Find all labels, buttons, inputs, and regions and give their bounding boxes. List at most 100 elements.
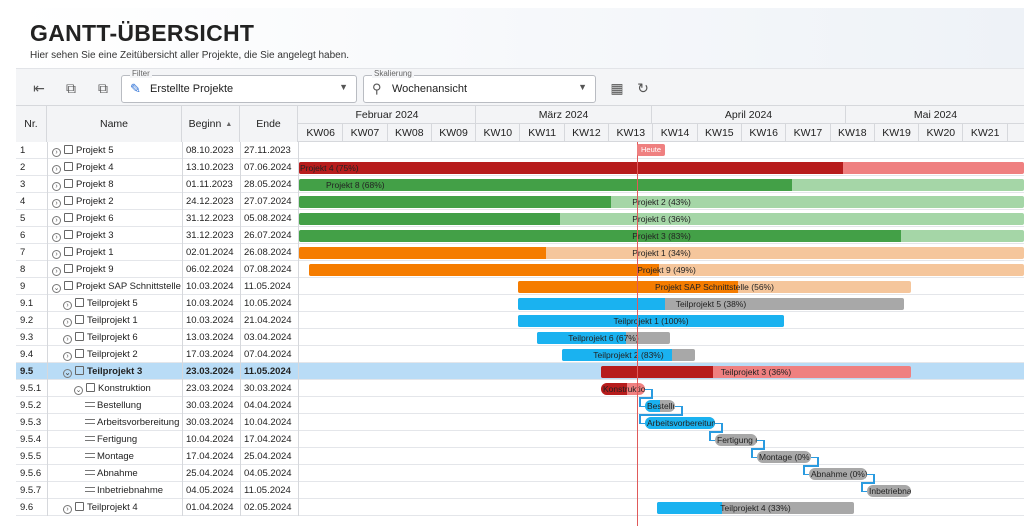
table-row[interactable]: 9.5.3 Arbeitsvorbereitung 30.03.2024 10.04.… [16,414,1024,431]
row-name[interactable]: › Teilprojekt 5 [63,295,182,312]
row-name[interactable]: › Teilprojekt 2 [63,346,182,363]
table-row[interactable]: 9 ⌄ Projekt SAP Schnittstelle 10.03.2024 11.… [16,278,1024,295]
expand-toggle-icon[interactable]: › [52,165,61,174]
gantt-bar[interactable]: Projekt 1 (34%) [299,246,1024,259]
scale-select[interactable]: Skalierung ⚲ Wochenansicht ▼ [363,69,596,103]
gantt-bar[interactable]: Projekt 8 (68%) [299,178,1024,191]
gantt-bar[interactable]: Teilprojekt 4 (33%) [657,501,854,514]
expand-toggle-icon[interactable]: ⌄ [74,386,83,395]
row-name[interactable]: › Projekt 3 [52,227,182,244]
row-name[interactable]: › Teilprojekt 1 [63,312,182,329]
table-row[interactable]: 9.4 › Teilprojekt 2 17.03.2024 07.04.2024 [16,346,1024,363]
row-name[interactable]: Inbetriebnahme [85,482,182,499]
expand-toggle-icon[interactable]: ⌄ [63,369,72,378]
table-row[interactable]: 9.5.5 Montage 17.04.2024 25.04.2024 [16,448,1024,465]
column-header-end[interactable]: Ende [240,106,298,142]
gantt-bar[interactable]: Projekt 2 (43%) [299,195,1024,208]
gantt-bar[interactable]: Teilprojekt 1 (100%) [518,314,784,327]
cube-icon [64,145,73,154]
filter-select[interactable]: Filter ✎ Erstellte Projekte ▼ [121,69,357,103]
dependency-link [873,473,875,483]
expand-toggle-icon[interactable]: › [63,335,72,344]
gantt-bar[interactable]: Arbeitsvorbereitung [645,416,715,429]
row-name[interactable]: › Projekt 1 [52,244,182,261]
table-row[interactable]: 1 › Projekt 5 08.10.2023 27.11.2023 [16,142,1024,159]
expand-toggle-icon[interactable]: › [52,216,61,225]
gantt-bar-label: Fertigung (0%) [717,434,757,445]
gantt-bar[interactable]: Teilprojekt 2 (83%) [562,348,695,361]
gantt-bar[interactable]: Teilprojekt 6 (67%) [537,331,670,344]
gantt-bar[interactable]: Inbetriebnahme [867,484,911,497]
gantt-bar[interactable]: Abnahme (0%) [809,467,867,480]
gantt-bar[interactable]: Projekt 9 (49%) [309,263,1024,276]
row-name[interactable]: Bestellung [85,397,182,414]
row-name[interactable]: Fertigung [85,431,182,448]
table-row[interactable]: 9.5.1 ⌄ Konstruktion 23.03.2024 30.03.2024 [16,380,1024,397]
row-name[interactable]: › Projekt 8 [52,176,182,193]
table-row[interactable]: 8 › Projekt 9 06.02.2024 07.08.2024 [16,261,1024,278]
row-name[interactable]: › Projekt 4 [52,159,182,176]
table-row[interactable]: 2 › Projekt 4 13.10.2023 07.06.2024 [16,159,1024,176]
gantt-bar[interactable]: Fertigung (0%) [715,433,757,446]
collapse-all-icon[interactable]: ⧉ [98,79,108,96]
table-row[interactable]: 5 › Projekt 6 31.12.2023 05.08.2024 [16,210,1024,227]
expand-toggle-icon[interactable]: › [52,250,61,259]
row-name[interactable]: › Projekt 9 [52,261,182,278]
row-name[interactable]: › Projekt 6 [52,210,182,227]
expand-toggle-icon[interactable]: › [63,352,72,361]
row-name[interactable]: ⌄ Konstruktion [74,380,182,397]
gantt-bar-label: Montage (0%) [759,451,811,462]
refresh-icon[interactable]: ↻ [637,79,649,96]
expand-toggle-icon[interactable]: › [52,233,61,242]
gantt-bar[interactable]: Teilprojekt 5 (38%) [518,297,904,310]
expand-toggle-icon[interactable]: › [63,505,72,514]
gantt-bar[interactable]: Projekt 4 (75%) [299,161,1024,174]
row-begin: 13.10.2023 [186,162,234,173]
table-row[interactable]: 7 › Projekt 1 02.01.2024 26.08.2024 [16,244,1024,261]
gantt-bar[interactable]: Teilprojekt 3 (36%) [601,365,911,378]
table-row[interactable]: 9.6 › Teilprojekt 4 01.04.2024 02.05.2024 [16,499,1024,516]
dependency-link [675,405,681,407]
row-name[interactable]: › Projekt 2 [52,193,182,210]
table-settings-icon[interactable]: ▦ [610,79,624,96]
table-row[interactable]: 3 › Projekt 8 01.11.2023 28.05.2024 [16,176,1024,193]
row-name[interactable]: Arbeitsvorbereitung [85,414,182,431]
expand-toggle-icon[interactable]: ⌄ [52,284,61,293]
row-name[interactable]: › Teilprojekt 6 [63,329,182,346]
gantt-bar[interactable]: Projekt 3 (83%) [299,229,1024,242]
gantt-bar[interactable]: Projekt SAP Schnittstelle (56%) [518,280,911,293]
expand-toggle-icon[interactable]: › [52,148,61,157]
table-row[interactable]: 9.5.4 Fertigung 10.04.2024 17.04.2024 [16,431,1024,448]
row-name[interactable]: ⌄ Projekt SAP Schnittstelle [52,278,182,295]
gantt-bar[interactable]: Bestellung [645,399,675,412]
table-row[interactable]: 9.3 › Teilprojekt 6 13.03.2024 03.04.2024 [16,329,1024,346]
column-header-begin[interactable]: Beginn ▲ [182,106,240,142]
expand-toggle-icon[interactable]: › [52,267,61,276]
today-line [637,142,638,526]
row-name[interactable]: › Teilprojekt 4 [63,499,182,516]
week-header: KW07 [343,124,388,142]
row-name[interactable]: Abnahme [85,465,182,482]
expand-toggle-icon[interactable]: › [63,318,72,327]
table-row[interactable]: 9.5.7 Inbetriebnahme 04.05.2024 11.05.2024 [16,482,1024,499]
column-header-name[interactable]: Name [47,106,182,142]
column-header-nr[interactable]: Nr. [16,106,47,142]
expand-toggle-icon[interactable]: › [63,301,72,310]
gantt-bar[interactable]: Konstruktion [601,382,645,395]
row-name[interactable]: Montage [85,448,182,465]
table-row[interactable]: 9.5.6 Abnahme 25.04.2024 04.05.2024 [16,465,1024,482]
gantt-bar[interactable]: Montage (0%) [757,450,811,463]
row-end: 10.04.2024 [244,417,292,428]
expand-all-icon[interactable]: ⧉ [66,79,76,96]
expand-toggle-icon[interactable]: › [52,182,61,191]
gantt-bar[interactable]: Projekt 6 (36%) [299,212,1024,225]
table-row[interactable]: 6 › Projekt 3 31.12.2023 26.07.2024 [16,227,1024,244]
collapse-panel-icon[interactable]: ⇤ [33,79,45,96]
row-name[interactable]: › Projekt 5 [52,142,182,159]
table-row[interactable]: 9.1 › Teilprojekt 5 10.03.2024 10.05.2024 [16,295,1024,312]
table-row[interactable]: 9.2 › Teilprojekt 1 10.03.2024 21.04.2024 [16,312,1024,329]
table-row[interactable]: 9.5.2 Bestellung 30.03.2024 04.04.2024 [16,397,1024,414]
table-row[interactable]: 4 › Projekt 2 24.12.2023 27.07.2024 [16,193,1024,210]
row-name[interactable]: ⌄ Teilprojekt 3 [63,363,182,380]
expand-toggle-icon[interactable]: › [52,199,61,208]
